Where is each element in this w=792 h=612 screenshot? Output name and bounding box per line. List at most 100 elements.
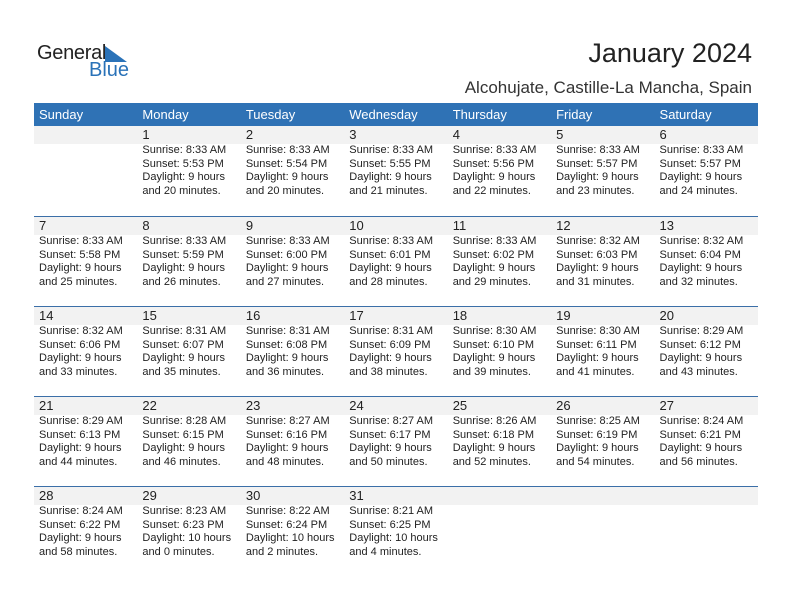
daylight-text: Daylight: 9 hours	[659, 352, 743, 364]
day-number: 4	[452, 127, 460, 142]
daylight-minutes-text: and 35 minutes.	[142, 365, 221, 378]
daylight-text: Daylight: 9 hours	[39, 442, 122, 454]
sunrise-text: Sunrise: 8:31 AM	[142, 325, 227, 337]
sunset-text: Sunset: 6:06 PM	[39, 338, 121, 351]
daylight-minutes-text: and 31 minutes.	[556, 275, 635, 288]
day-number: 27	[659, 398, 674, 413]
daylight-minutes-text: and 52 minutes.	[452, 455, 531, 468]
sunset-text: Sunset: 5:53 PM	[142, 157, 224, 170]
daylight-text: Daylight: 9 hours	[556, 262, 639, 274]
daylight-minutes-text: and 50 minutes.	[349, 455, 428, 468]
week-row: 7 Sunrise: 8:33 AM Sunset: 5:58 PM Daylight…	[34, 216, 758, 306]
calendar-grid: Sunday Monday Tuesday Wednesday Thursday Frid…	[34, 103, 758, 576]
daylight-text: Daylight: 9 hours	[142, 171, 225, 183]
sunset-text: Sunset: 6:15 PM	[142, 428, 224, 441]
empty-cell	[34, 126, 137, 198]
sunset-text: Sunset: 6:19 PM	[556, 428, 638, 441]
day-cell: 26 Sunrise: 8:25 AM Sunset: 6:19 PM Dayligh…	[551, 397, 654, 469]
sunset-text: Sunset: 6:13 PM	[39, 428, 121, 441]
daylight-text: Daylight: 9 hours	[659, 442, 743, 454]
day-cell: 5 Sunrise: 8:33 AM Sunset: 5:57 PM Daylight…	[551, 126, 654, 198]
sunset-text: Sunset: 6:18 PM	[452, 428, 535, 441]
sunset-text: Sunset: 6:03 PM	[556, 248, 638, 261]
daylight-text: Daylight: 9 hours	[659, 262, 743, 274]
day-cell: 11 Sunrise: 8:33 AM Sunset: 6:02 PM Dayligh…	[448, 217, 551, 289]
daylight-minutes-text: and 22 minutes.	[452, 184, 531, 197]
sunrise-text: Sunrise: 8:32 AM	[659, 235, 744, 247]
day-number: 19	[556, 308, 571, 323]
sunset-text: Sunset: 6:08 PM	[245, 338, 328, 351]
daylight-minutes-text: and 20 minutes.	[245, 184, 325, 197]
empty-cell	[551, 487, 654, 559]
daylight-text: Daylight: 9 hours	[39, 352, 122, 364]
day-number: 31	[349, 488, 364, 503]
logo-text-blue: Blue	[89, 59, 130, 81]
daylight-minutes-text: and 41 minutes.	[556, 365, 635, 378]
day-cell: 9 Sunrise: 8:33 AM Sunset: 6:00 PM Daylight…	[241, 217, 344, 289]
day-cell: 20 Sunrise: 8:29 AM Sunset: 6:12 PM Dayligh…	[655, 307, 758, 379]
daylight-minutes-text: and 39 minutes.	[452, 365, 531, 378]
sunset-text: Sunset: 6:07 PM	[142, 338, 224, 351]
day-cell: 1 Sunrise: 8:33 AM Sunset: 5:53 PM Daylight…	[137, 126, 240, 198]
sunset-text: Sunset: 6:10 PM	[452, 338, 535, 351]
day-number: 16	[245, 308, 261, 323]
sunset-text: Sunset: 5:56 PM	[452, 157, 535, 170]
daylight-text: Daylight: 9 hours	[659, 171, 743, 183]
sunrise-text: Sunrise: 8:33 AM	[556, 144, 640, 156]
sunrise-text: Sunrise: 8:23 AM	[142, 505, 227, 517]
daylight-text: Daylight: 9 hours	[39, 532, 122, 544]
day-number: 21	[39, 398, 54, 413]
sunrise-text: Sunrise: 8:33 AM	[245, 144, 330, 156]
daylight-minutes-text: and 44 minutes.	[39, 455, 118, 468]
sunrise-text: Sunrise: 8:27 AM	[349, 415, 434, 427]
day-number: 29	[142, 488, 157, 503]
page-title: January 2024	[588, 38, 752, 68]
day-cell: 3 Sunrise: 8:33 AM Sunset: 5:55 PM Daylight…	[344, 126, 447, 198]
sunset-text: Sunset: 6:16 PM	[245, 428, 328, 441]
weekday-friday: Friday	[556, 107, 593, 122]
weekday-sunday: Sunday	[39, 107, 84, 122]
daylight-minutes-text: and 36 minutes.	[245, 365, 325, 378]
weekday-tuesday: Tuesday	[245, 107, 296, 122]
sunset-text: Sunset: 6:21 PM	[659, 428, 741, 441]
day-number: 15	[142, 308, 157, 323]
daylight-text: Daylight: 10 hours	[349, 532, 438, 544]
daylight-text: Daylight: 9 hours	[245, 262, 329, 274]
day-number: 2	[245, 127, 254, 142]
day-number: 14	[39, 308, 54, 323]
day-number: 9	[245, 218, 254, 233]
daylight-text: Daylight: 9 hours	[452, 442, 536, 454]
sunset-text: Sunset: 5:55 PM	[349, 157, 431, 170]
day-number: 10	[349, 218, 364, 233]
date-band	[34, 397, 758, 415]
sunset-text: Sunset: 5:58 PM	[39, 248, 121, 261]
daylight-minutes-text: and 56 minutes.	[659, 455, 738, 468]
day-cell: 19 Sunrise: 8:30 AM Sunset: 6:11 PM Dayligh…	[551, 307, 654, 379]
day-cell: 30 Sunrise: 8:22 AM Sunset: 6:24 PM Dayligh…	[241, 487, 344, 559]
daylight-minutes-text: and 2 minutes.	[245, 545, 318, 558]
day-cell: 12 Sunrise: 8:32 AM Sunset: 6:03 PM Dayligh…	[551, 217, 654, 289]
day-number: 30	[245, 488, 261, 503]
sunrise-text: Sunrise: 8:33 AM	[659, 144, 744, 156]
empty-cell	[655, 487, 758, 559]
daylight-minutes-text: and 27 minutes.	[245, 275, 325, 288]
day-cell: 2 Sunrise: 8:33 AM Sunset: 5:54 PM Daylight…	[241, 126, 344, 198]
sunset-text: Sunset: 5:54 PM	[245, 157, 328, 170]
daylight-text: Daylight: 9 hours	[245, 442, 329, 454]
day-cell: 25 Sunrise: 8:26 AM Sunset: 6:18 PM Dayligh…	[448, 397, 551, 469]
sunrise-text: Sunrise: 8:25 AM	[556, 415, 640, 427]
day-cell: 23 Sunrise: 8:27 AM Sunset: 6:16 PM Dayligh…	[241, 397, 344, 469]
daylight-minutes-text: and 20 minutes.	[142, 184, 221, 197]
sunrise-text: Sunrise: 8:30 AM	[556, 325, 640, 337]
sunset-text: Sunset: 5:59 PM	[142, 248, 224, 261]
daylight-text: Daylight: 9 hours	[349, 171, 432, 183]
sunrise-text: Sunrise: 8:33 AM	[452, 144, 537, 156]
weekday-thursday: Thursday	[452, 107, 507, 122]
daylight-minutes-text: and 32 minutes.	[659, 275, 738, 288]
day-cell: 29 Sunrise: 8:23 AM Sunset: 6:23 PM Dayligh…	[137, 487, 240, 559]
day-cell: 27 Sunrise: 8:24 AM Sunset: 6:21 PM Dayligh…	[655, 397, 758, 469]
daylight-text: Daylight: 10 hours	[245, 532, 335, 544]
daylight-minutes-text: and 26 minutes.	[142, 275, 221, 288]
day-cell: 17 Sunrise: 8:31 AM Sunset: 6:09 PM Dayligh…	[344, 307, 447, 379]
date-band	[34, 217, 758, 235]
